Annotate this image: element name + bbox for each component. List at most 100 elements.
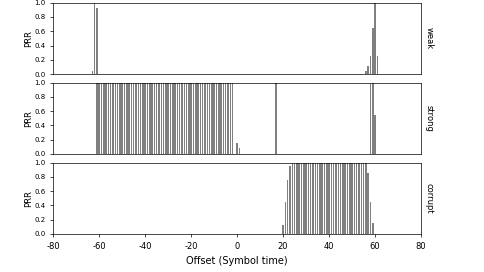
Bar [349,163,350,234]
Bar [367,66,369,74]
Bar [287,180,288,234]
Bar [229,83,231,154]
Bar [333,163,334,234]
Y-axis label: PRR: PRR [24,190,33,207]
Bar [144,83,146,154]
Bar [370,202,371,234]
Bar [347,163,348,234]
Text: strong: strong [425,105,434,132]
Bar [289,166,291,234]
Bar [112,83,114,154]
Bar [98,83,100,154]
Bar [315,163,316,234]
Bar [354,163,355,234]
Bar [223,83,224,154]
Bar [296,163,298,234]
Bar [101,83,102,154]
Bar [188,83,190,154]
Bar [199,83,201,154]
Bar [285,202,286,234]
Bar [370,56,371,74]
Bar [236,143,238,154]
Bar [170,83,171,154]
Bar [303,163,304,234]
Bar [153,83,155,154]
Bar [96,8,98,74]
Bar [345,163,346,234]
Bar [294,163,295,234]
Bar [335,163,337,234]
Bar [301,163,302,234]
Bar [117,83,119,154]
Bar [115,83,116,154]
Bar [321,163,323,234]
Bar [124,83,125,154]
Bar [213,83,215,154]
Bar [337,163,339,234]
Bar [158,83,160,154]
Bar [147,83,148,154]
Bar [190,83,192,154]
Bar [365,163,367,234]
Bar [174,83,176,154]
Bar [151,83,153,154]
Bar [94,3,95,74]
Bar [370,84,371,154]
Bar [291,163,293,234]
Bar [218,83,220,154]
Bar [372,83,374,154]
Bar [367,173,369,234]
Bar [167,83,169,154]
Bar [107,83,109,154]
Bar [312,163,314,234]
Bar [305,163,307,234]
X-axis label: Offset (Symbol time): Offset (Symbol time) [186,256,288,266]
Bar [103,83,105,154]
Bar [299,163,300,234]
Bar [282,225,284,234]
Bar [317,163,318,234]
Bar [227,83,229,154]
Bar [91,70,93,74]
Bar [319,163,321,234]
Bar [308,163,309,234]
Bar [374,3,376,74]
Bar [209,83,211,154]
Bar [177,83,178,154]
Bar [163,83,165,154]
Bar [374,115,376,154]
Bar [96,83,98,154]
Bar [181,83,183,154]
Bar [110,83,111,154]
Bar [372,223,374,234]
Bar [135,83,137,154]
Bar [137,83,139,154]
Bar [197,83,199,154]
Bar [193,83,194,154]
Bar [328,163,330,234]
Bar [365,70,367,74]
Bar [363,163,364,234]
Bar [324,163,325,234]
Bar [183,83,185,154]
Bar [106,83,107,154]
Bar [179,83,181,154]
Bar [140,83,141,154]
Bar [225,83,227,154]
Bar [340,163,341,234]
Bar [156,83,157,154]
Bar [331,163,332,234]
Bar [131,83,132,154]
Bar [186,83,187,154]
Bar [142,83,144,154]
Bar [326,163,328,234]
Bar [356,163,358,234]
Bar [133,83,135,154]
Y-axis label: PRR: PRR [24,110,33,127]
Bar [310,163,312,234]
Bar [161,83,162,154]
Bar [275,83,277,154]
Bar [239,148,240,154]
Bar [202,83,203,154]
Text: weak: weak [425,27,434,50]
